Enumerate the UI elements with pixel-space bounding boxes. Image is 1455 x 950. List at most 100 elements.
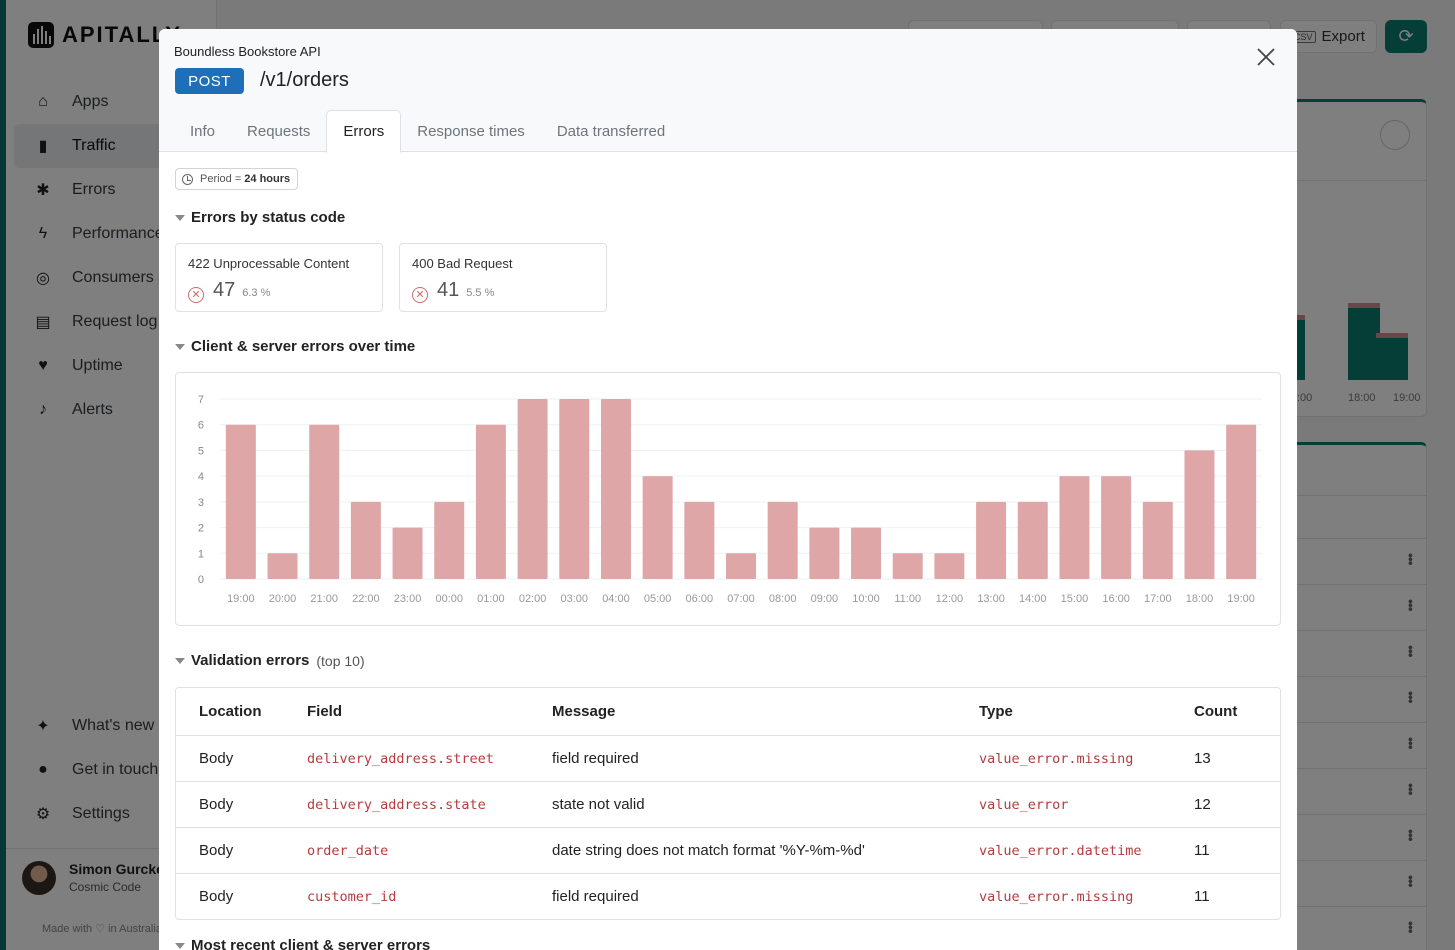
section-title-text: Errors by status code [191,209,346,226]
x-tick-label: 13:00 [977,593,1005,605]
y-tick-label: 5 [198,445,204,457]
cell-type: value_error [979,796,1069,813]
x-tick-label: 07:00 [727,593,755,605]
x-tick-label: 16:00 [1102,593,1130,605]
modal-header: Boundless Bookstore API POST /v1/orders … [159,29,1297,153]
column-header-field: Field [307,688,552,736]
tab-info[interactable]: Info [190,122,216,140]
cell-location: Body [199,841,234,859]
x-tick-label: 22:00 [352,593,380,605]
error-bar[interactable] [976,501,1007,579]
error-bar[interactable] [1017,501,1048,579]
error-bar[interactable] [475,424,506,579]
status-code-card[interactable]: 422 Unprocessable Content ✕ 47 6.3 % [175,243,383,312]
section-errors-by-status[interactable]: Errors by status code [175,209,345,226]
section-errors-over-time[interactable]: Client & server errors over time [175,338,415,355]
period-badge: Period = 24 hours [175,168,299,190]
x-tick-label: 23:00 [394,593,422,605]
close-icon [1257,48,1275,66]
error-bar[interactable] [851,527,882,579]
errors-chart: 0 1 2 3 4 5 6 7 19:00 20:00 21:00 22:00 23:00 00:00 01… [175,372,1281,626]
y-tick-label: 4 [198,471,204,483]
status-code-card[interactable]: 400 Bad Request ✕ 41 5.5 % [399,243,607,312]
section-title-text: Validation errors [191,652,310,669]
table-cell: Body [176,873,307,919]
cell-location: Body [199,749,234,767]
cell-type: value_error.datetime [979,842,1142,859]
table-cell: 12 [1194,781,1280,828]
error-bar[interactable] [684,501,715,579]
column-header-message: Message [552,688,979,736]
status-count: 47 [213,279,236,301]
app-name: Boundless Bookstore API [174,44,321,59]
close-button[interactable] [1256,46,1276,70]
table-cell: 11 [1194,873,1280,919]
error-bar[interactable] [1059,476,1090,579]
error-bar[interactable] [267,553,298,579]
caret-down-icon [175,657,185,664]
caret-down-icon [175,343,185,350]
cell-message: field required [552,887,639,905]
error-bar[interactable] [225,424,256,579]
error-bar[interactable] [892,553,923,579]
cell-field: order_date [307,842,389,859]
errors-chart-svg: 0 1 2 3 4 5 6 7 19:00 20:00 21:00 22:00 23:00 00:00 01… [198,394,1262,605]
y-tick-label: 2 [198,523,204,535]
error-bar[interactable] [1142,501,1173,579]
error-bar[interactable] [809,527,840,579]
table-header-row: Location Field Message Type Count [176,688,1280,736]
error-bar[interactable] [1226,424,1257,579]
tab-data-transferred[interactable]: Data transferred [556,122,666,140]
table-cell: customer_id [307,873,552,919]
table-row[interactable]: Body order_date date string does not match… [176,827,1280,874]
error-bar[interactable] [726,553,756,579]
section-recent-errors[interactable]: Most recent client & server errors [175,937,430,950]
cell-field: delivery_address.street [307,750,494,767]
status-percentage: 5.5 % [466,287,495,299]
x-tick-label: 19:00 [1227,593,1255,605]
error-bar[interactable] [934,553,965,579]
x-tick-label: 03:00 [561,593,589,605]
table-row[interactable]: Body customer_id field required value_error… [176,873,1280,919]
error-bar[interactable] [517,399,548,579]
error-bar[interactable] [642,476,673,579]
table-cell: order_date [307,827,552,874]
tab-response-times[interactable]: Response times [417,122,525,140]
x-tick-label: 04:00 [602,593,630,605]
endpoint-path: /v1/orders [260,69,349,91]
table-cell: value_error [979,781,1194,828]
cell-count: 12 [1194,795,1211,813]
error-bar[interactable] [1101,476,1132,579]
table-row[interactable]: Body delivery_address.street field require… [176,735,1280,782]
tab-errors[interactable]: Errors [326,110,402,153]
cell-location: Body [199,887,234,905]
error-bar[interactable] [434,501,465,579]
x-tick-label: 10:00 [852,593,880,605]
section-title-text: Most recent client & server errors [191,937,431,950]
table-row[interactable]: Body delivery_address.state state not vali… [176,781,1280,828]
error-bar[interactable] [392,527,423,579]
modal-body: Period = 24 hours Errors by status code … [159,152,1297,950]
column-header-location: Location [176,688,307,736]
error-bar[interactable] [559,399,590,579]
section-validation-errors[interactable]: Validation errors (top 10) [175,652,365,669]
tab-requests[interactable]: Requests [247,122,311,140]
table-cell: field required [552,735,979,782]
x-tick-label: 08:00 [769,593,797,605]
cell-count: 11 [1194,841,1210,859]
error-bar[interactable] [600,399,631,579]
x-tick-label: 02:00 [519,593,547,605]
error-bar[interactable] [350,501,381,579]
column-header-count: Count [1194,688,1280,736]
cell-field: delivery_address.state [307,796,486,813]
x-tick-label: 14:00 [1019,593,1047,605]
table-cell: delivery_address.street [307,735,552,782]
x-tick-label: 09:00 [811,593,839,605]
error-bar[interactable] [309,424,340,579]
error-bar[interactable] [767,501,798,579]
caret-down-icon [175,214,185,221]
x-tick-label: 20:00 [269,593,297,605]
modal-tabs: Info Requests Errors Response times Data tra… [174,110,681,153]
error-bar[interactable] [1184,450,1215,579]
y-tick-label: 6 [198,420,204,432]
